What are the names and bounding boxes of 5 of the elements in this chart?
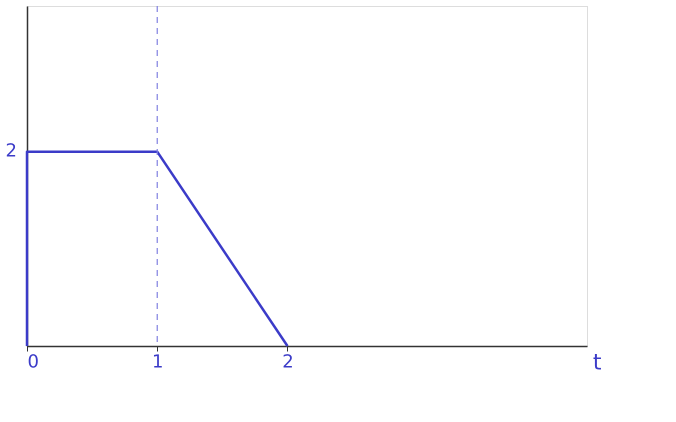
annotation: 2 — [6, 140, 17, 162]
x-tick-label: 2 — [282, 352, 294, 372]
x-tick-label: 1 — [152, 352, 164, 372]
x-axis-title: t — [592, 350, 602, 376]
x-tick-label: 0 — [28, 352, 39, 372]
